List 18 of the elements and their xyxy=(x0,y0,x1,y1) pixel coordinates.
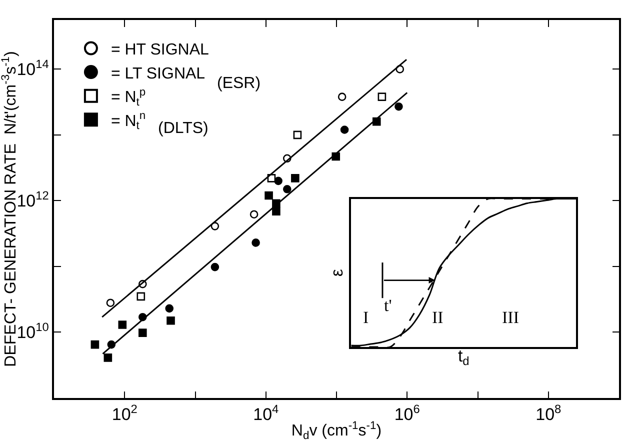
annotation: (DLTS) xyxy=(158,120,208,137)
legend-label: = HT SIGNAL xyxy=(110,41,210,58)
x-axis-title: t$_{d}$ xyxy=(458,346,470,368)
x-tick-label: 10$^{6}$ xyxy=(394,402,420,424)
annotation: III xyxy=(502,308,520,327)
annotation: I xyxy=(363,308,369,327)
annotation: t' xyxy=(384,296,392,315)
y-tick-label: 10$^{10}$ xyxy=(16,320,50,342)
x-axis-title: N$_{d}$v (cm$^{-1}$s$^{-1}$) xyxy=(291,420,382,442)
annotation: II xyxy=(432,308,444,327)
x-tick-label: 10$^{4}$ xyxy=(253,402,280,424)
y-tick-label: 10$^{12}$ xyxy=(16,188,50,211)
y-tick-label: 10$^{14}$ xyxy=(16,57,50,80)
x-tick-label: 10$^{2}$ xyxy=(112,402,138,424)
annotation: (ESR) xyxy=(217,75,261,92)
x-tick-label: 10$^{8}$ xyxy=(536,402,562,424)
legend-label: = LT SIGNAL xyxy=(110,65,206,82)
y-axis-title: ε xyxy=(327,268,346,277)
